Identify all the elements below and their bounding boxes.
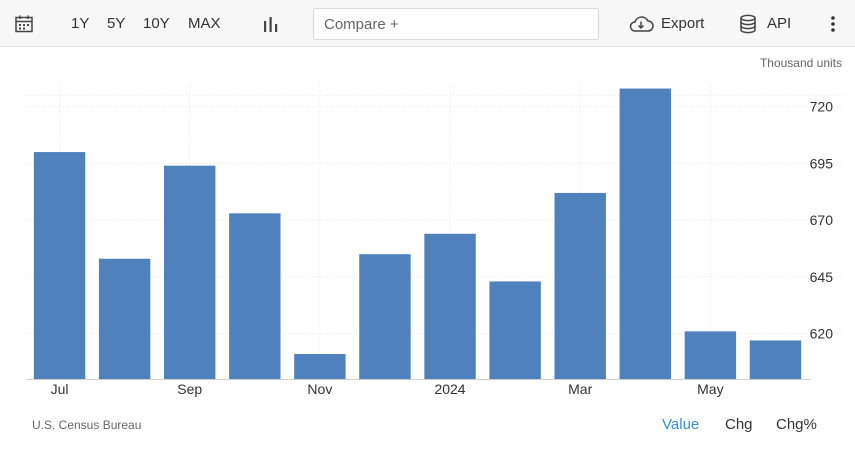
bar-mar[interactable] (554, 192, 606, 379)
range-1y-button[interactable]: 1Y (71, 15, 90, 32)
more-options-icon[interactable] (828, 15, 838, 38)
bar-jun[interactable] (749, 340, 802, 379)
bar-jul[interactable] (33, 152, 86, 379)
bar-dec[interactable] (359, 254, 411, 379)
database-icon[interactable] (739, 14, 757, 39)
bar-apr[interactable] (619, 88, 671, 380)
source-label: U.S. Census Bureau (32, 418, 142, 432)
x-tick-label: Mar (568, 381, 592, 397)
toolbar: 1Y 5Y 10Y MAX Export API (0, 0, 855, 47)
chart-type-icon[interactable] (262, 15, 280, 38)
unit-label: Thousand units (759, 56, 842, 70)
x-tick-label: May (697, 381, 723, 397)
y-tick-label: 620 (810, 326, 834, 342)
bar-may[interactable] (684, 331, 737, 379)
y-tick-label: 720 (810, 99, 834, 115)
x-tick-label: Nov (307, 381, 332, 397)
export-button[interactable]: Export (661, 15, 705, 32)
bar-nov[interactable] (294, 354, 346, 379)
bar-sep[interactable] (164, 165, 216, 379)
mode-value-button[interactable]: Value (662, 416, 700, 433)
y-tick-label: 670 (810, 212, 834, 228)
x-tick-label: 2024 (434, 381, 465, 397)
bar-oct[interactable] (229, 213, 281, 379)
mode-chg-percent-button[interactable]: Chg% (776, 416, 817, 433)
y-tick-label: 695 (810, 155, 834, 171)
api-button[interactable]: API (767, 15, 792, 32)
range-5y-button[interactable]: 5Y (107, 15, 126, 32)
mode-chg-button[interactable]: Chg (725, 416, 753, 433)
range-10y-button[interactable]: 10Y (143, 15, 170, 32)
range-max-button[interactable]: MAX (188, 15, 221, 32)
x-tick-label: Sep (177, 381, 202, 397)
cloud-download-icon[interactable] (628, 15, 654, 38)
compare-input[interactable] (313, 8, 599, 40)
x-tick-label: Jul (51, 381, 69, 397)
bar-2024[interactable] (424, 233, 476, 379)
calendar-icon[interactable] (14, 14, 34, 39)
y-tick-label: 645 (810, 269, 834, 285)
bar-feb[interactable] (489, 281, 541, 379)
bar-aug[interactable] (98, 258, 151, 379)
